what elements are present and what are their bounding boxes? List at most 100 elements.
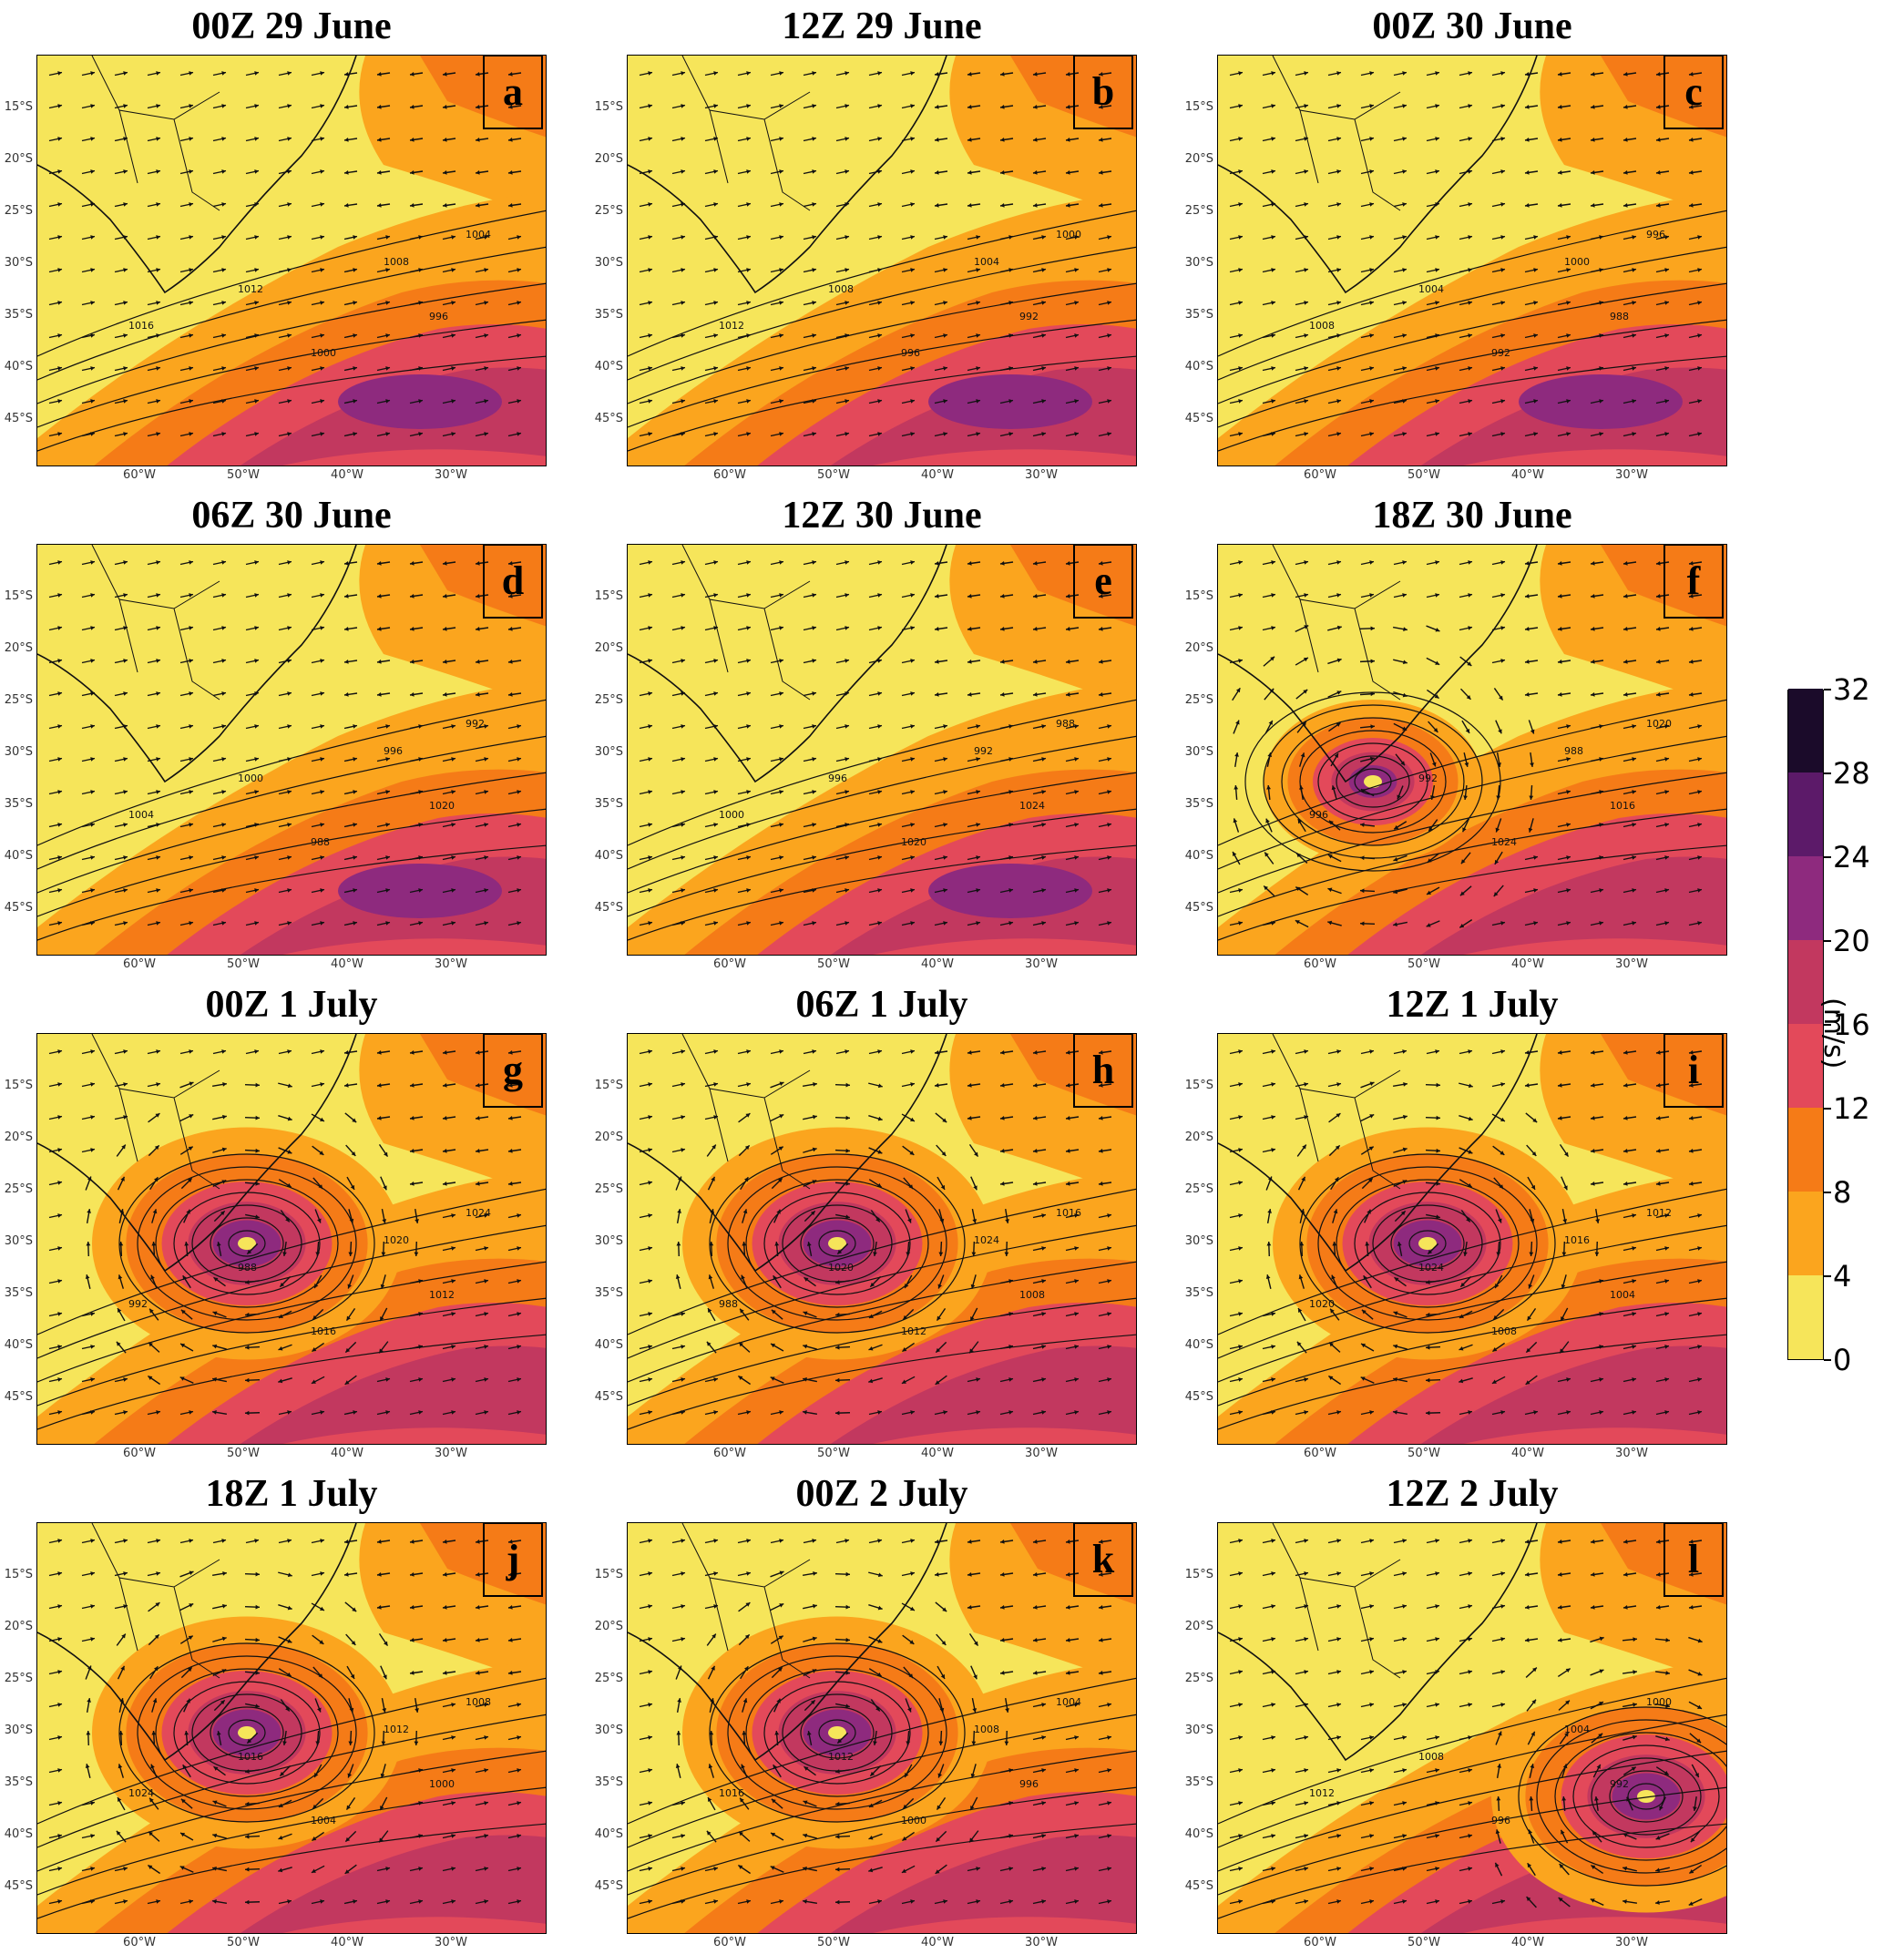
panel-title: 00Z 29 June <box>191 5 392 47</box>
isobar-label: 996 <box>384 745 403 757</box>
latitude-label: 40°S <box>4 1338 33 1352</box>
latitude-label: 15°S <box>594 1568 623 1581</box>
latitude-label: 30°S <box>4 256 33 270</box>
isobar-label: 1012 <box>828 1751 854 1763</box>
latitude-label: 45°S <box>4 901 33 915</box>
wind-speed-shading <box>1218 56 1726 465</box>
longitude-label: 60°W <box>123 957 156 971</box>
isobar-label: 1008 <box>1309 320 1335 332</box>
latitude-label: 25°S <box>594 204 623 218</box>
isobar-label: 1004 <box>974 256 999 268</box>
wind-vectors <box>639 560 1112 926</box>
isobar-label: 1012 <box>1309 1787 1335 1799</box>
colorbar-segment <box>1788 1108 1823 1192</box>
coastline <box>37 1034 357 1273</box>
coastline <box>1218 56 1538 294</box>
wind-vectors <box>48 560 522 926</box>
isobar-label: 1012 <box>384 1724 409 1735</box>
panel-title: 18Z 1 July <box>205 1473 378 1515</box>
isobar-label: 1016 <box>719 1787 744 1799</box>
isobar-label: 1004 <box>311 1815 336 1826</box>
coastline <box>628 1523 947 1762</box>
isobar-label: 1000 <box>1646 1696 1672 1708</box>
latitude-label: 25°S <box>594 1182 623 1196</box>
latitude-label: 35°S <box>4 308 33 322</box>
latitude-label: 15°S <box>1184 100 1213 114</box>
isobar-label: 1000 <box>429 1778 455 1790</box>
longitude-label: 30°W <box>1025 1936 1058 1949</box>
longitude-label: 30°W <box>1615 1936 1648 1949</box>
isobar-label: 1000 <box>719 809 744 821</box>
longitude-label: 30°W <box>1615 957 1648 971</box>
isobar-label: 996 <box>1646 229 1665 240</box>
latitude-label: 35°S <box>594 308 623 322</box>
latitude-label: 15°S <box>4 1079 33 1092</box>
latitude-label: 15°S <box>594 589 623 603</box>
latitude-label: 45°S <box>1184 1879 1213 1893</box>
latitude-label: 20°S <box>4 1130 33 1144</box>
wind-vectors <box>1229 71 1703 437</box>
longitude-label: 30°W <box>435 1447 467 1460</box>
wind-vectors <box>1229 560 1703 928</box>
map-plot: 1012 1008 1004 1000 996 992 <box>1218 1523 1726 1933</box>
isobar-label: 1012 <box>238 283 263 295</box>
longitude-label: 50°W <box>1408 1447 1440 1460</box>
isobar-labels: 1016 1012 1008 1004 1000 996 <box>719 1696 1081 1826</box>
coastline <box>628 545 947 783</box>
wind-vectors <box>48 1539 522 1905</box>
longitude-label: 50°W <box>817 1936 850 1949</box>
longitude-label: 40°W <box>921 1447 954 1460</box>
wind-vectors <box>48 71 522 437</box>
isobar-label: 992 <box>1491 347 1510 359</box>
isobar-label: 1020 <box>1309 1298 1335 1310</box>
isobars <box>1218 1153 1726 1430</box>
colorbar-tick-mark <box>1824 856 1831 858</box>
longitude-label: 50°W <box>227 1447 260 1460</box>
longitude-label: 50°W <box>1408 957 1440 971</box>
map-panel-h: 06Z 1 July 988 1020 1024 1016 1012 1008 h <box>627 982 1137 1465</box>
isobars <box>37 1153 546 1430</box>
latitude-label: 40°S <box>4 849 33 863</box>
colorbar-tick-label: 0 <box>1833 1343 1852 1377</box>
colorbar <box>1787 689 1824 1360</box>
isobar-label: 1024 <box>974 1234 999 1246</box>
isobars <box>37 1642 546 1919</box>
colorbar-tick-mark <box>1824 689 1831 691</box>
colorbar-tick-mark <box>1824 1359 1831 1361</box>
isobar-label: 1000 <box>1564 256 1590 268</box>
isobar-labels: 992 988 1020 1024 1016 1012 <box>128 1207 491 1337</box>
map-frame: 1004 1000 996 992 988 1020 <box>36 544 547 956</box>
latitude-label: 40°S <box>1184 849 1213 863</box>
isobar-label: 1008 <box>828 283 854 295</box>
latitude-label: 35°S <box>1184 308 1213 322</box>
colorbar-segment <box>1788 772 1823 856</box>
latitude-label: 25°S <box>1184 1182 1213 1196</box>
isobar-label: 1000 <box>311 347 336 359</box>
map-plot: 1016 1012 1008 1004 1000 996 <box>628 1523 1136 1933</box>
longitude-label: 50°W <box>1408 468 1440 482</box>
latitude-label: 45°S <box>1184 412 1213 425</box>
longitude-label: 30°W <box>1025 957 1058 971</box>
isobar-label: 996 <box>429 311 448 322</box>
latitude-label: 40°S <box>1184 1338 1213 1352</box>
latitude-label: 45°S <box>594 901 623 915</box>
map-panel-l: 12Z 2 July 1012 1008 1004 1000 996 992 l <box>1217 1471 1727 1954</box>
longitude-label: 40°W <box>331 468 363 482</box>
wind-vectors <box>639 1539 1112 1905</box>
latitude-label: 25°S <box>1184 204 1213 218</box>
latitude-label: 45°S <box>4 1390 33 1404</box>
isobar-label: 1004 <box>1610 1289 1635 1301</box>
colorbar-tick-label: 8 <box>1833 1175 1852 1210</box>
latitude-label: 30°S <box>1184 745 1213 759</box>
longitude-label: 60°W <box>1304 1447 1336 1460</box>
isobar-label: 1016 <box>1056 1207 1081 1219</box>
latitude-label: 40°S <box>594 1338 623 1352</box>
map-frame: 1016 1012 1008 1004 1000 996 <box>627 1522 1137 1934</box>
longitude-label: 30°W <box>435 957 467 971</box>
isobar-label: 988 <box>1564 745 1583 757</box>
wind-speed-shading <box>37 545 546 955</box>
colorbar-tick-mark <box>1824 1024 1831 1026</box>
map-frame: 992 988 1020 1024 1016 1012 <box>36 1033 547 1445</box>
isobar-label: 1016 <box>1564 1234 1590 1246</box>
isobar-label: 1012 <box>901 1325 926 1337</box>
